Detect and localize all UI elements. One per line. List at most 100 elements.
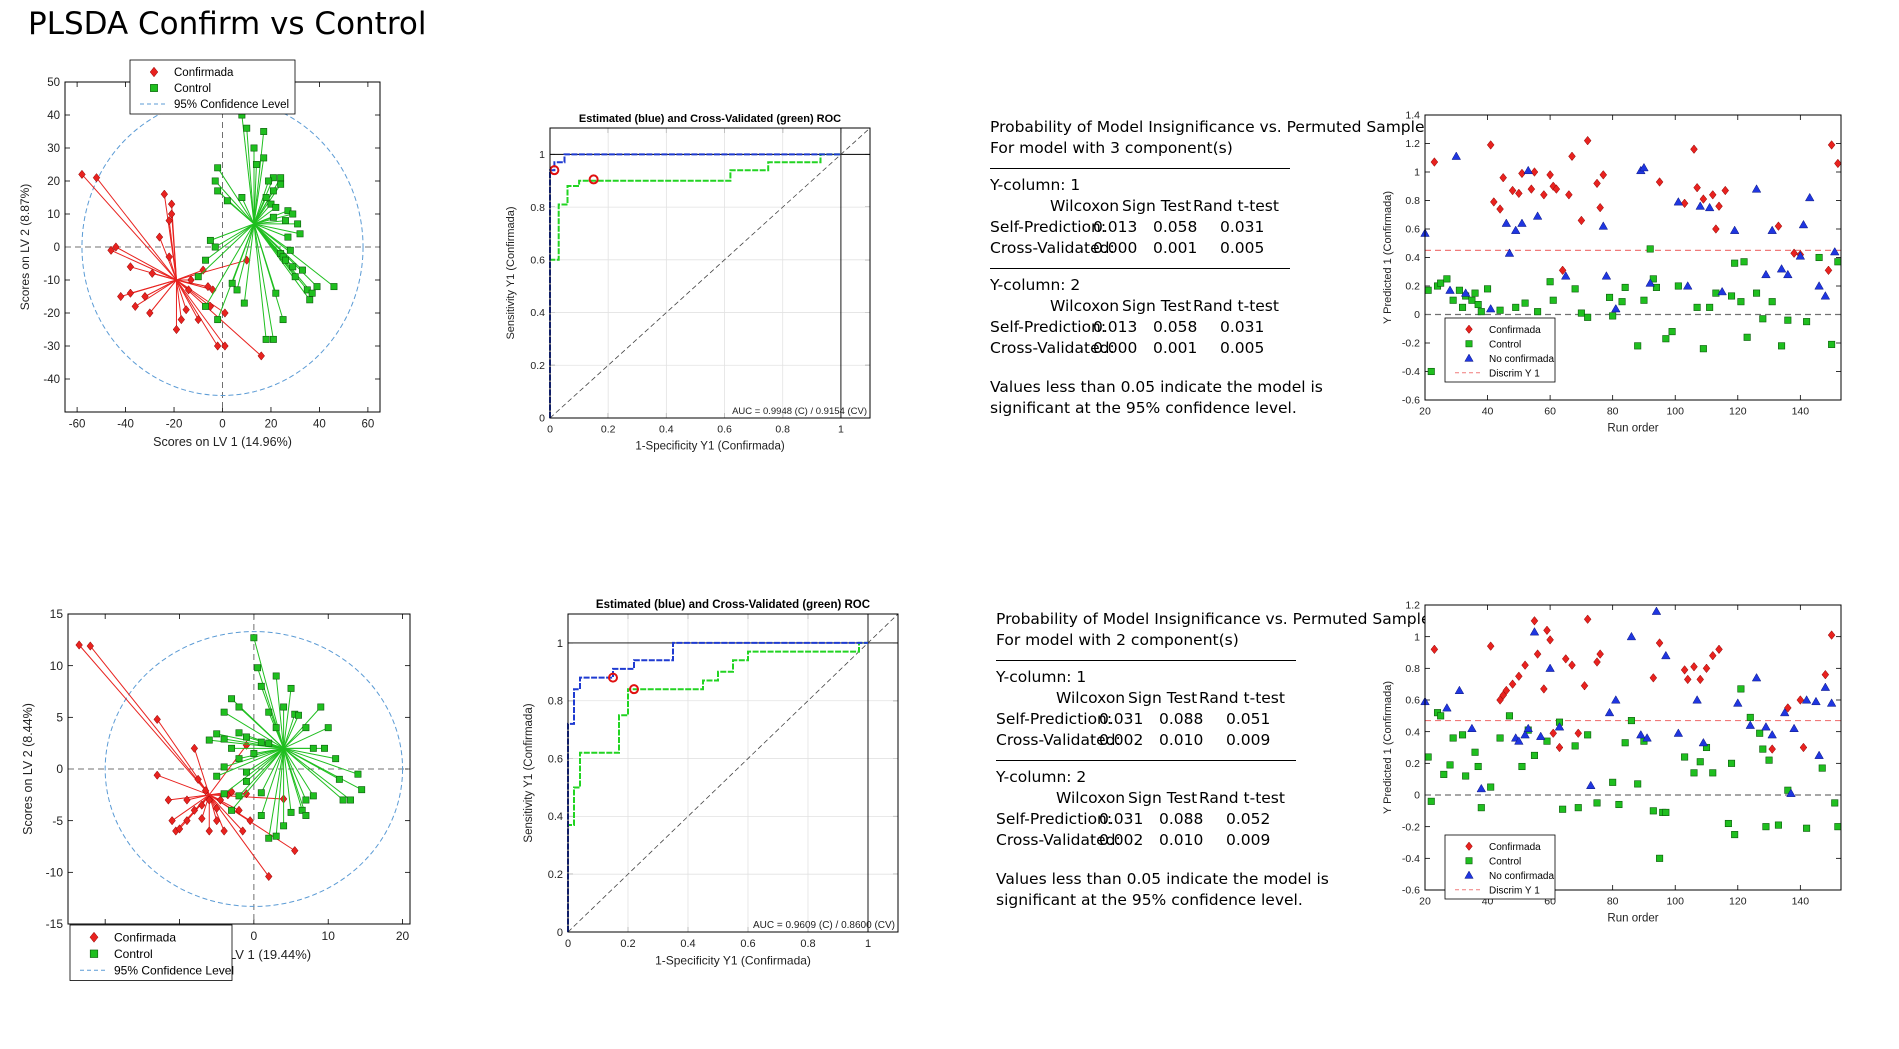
x-tick-label: 0.8 bbox=[775, 424, 790, 436]
spoke-line bbox=[253, 220, 286, 225]
data-point-control bbox=[1546, 278, 1554, 286]
data-point-no-confirmada bbox=[1454, 685, 1465, 694]
data-point-confirmada bbox=[153, 714, 161, 725]
stat-value: 0.002 bbox=[1099, 731, 1144, 749]
data-point-control bbox=[211, 243, 219, 251]
y-tick-label: 0 bbox=[1414, 309, 1420, 321]
data-point-control bbox=[265, 177, 272, 185]
spoke-line bbox=[205, 223, 255, 307]
y-tick-label: 0.6 bbox=[1405, 695, 1420, 707]
data-point-control bbox=[1609, 778, 1617, 786]
data-point-no-confirmada bbox=[1636, 730, 1646, 739]
stat-value: 0.002 bbox=[1099, 831, 1144, 849]
data-point-confirmada bbox=[1593, 657, 1601, 667]
row-label: Cross-Validated: bbox=[996, 831, 1121, 849]
data-point-confirmada bbox=[167, 199, 176, 209]
data-point-control bbox=[302, 812, 310, 819]
data-point-control bbox=[306, 296, 314, 304]
column-header: Rand t-test bbox=[1199, 689, 1285, 707]
stat-value: 0.031 bbox=[1220, 318, 1265, 336]
data-point-control bbox=[279, 316, 287, 324]
x-tick-label: 40 bbox=[1482, 896, 1494, 908]
data-point-control bbox=[1652, 283, 1660, 291]
data-point-control bbox=[1662, 335, 1670, 343]
data-point-control bbox=[240, 299, 248, 307]
data-point-confirmada bbox=[194, 314, 202, 325]
roc-title: Estimated (blue) and Cross-Validated (gr… bbox=[596, 599, 870, 611]
x-tick-label: 100 bbox=[1666, 406, 1684, 418]
data-point-confirmada bbox=[1599, 170, 1608, 180]
data-point-control bbox=[265, 834, 273, 842]
data-point-confirmada bbox=[1702, 663, 1711, 674]
plot-frame bbox=[1424, 114, 1842, 401]
y-tick-label: -10 bbox=[46, 866, 64, 880]
spoke-line bbox=[216, 733, 284, 749]
data-point-confirmada bbox=[148, 268, 156, 279]
data-point-control bbox=[1759, 315, 1767, 323]
spacer bbox=[996, 851, 1439, 869]
data-point-control bbox=[1484, 285, 1492, 293]
stat-value: 0.010 bbox=[1159, 831, 1204, 849]
x-tick-label: 80 bbox=[1607, 896, 1619, 908]
data-point-confirmada bbox=[265, 871, 273, 882]
data-point-control bbox=[272, 289, 280, 297]
data-point-confirmada bbox=[1708, 650, 1717, 661]
data-point-control bbox=[1574, 804, 1582, 812]
data-point-no-confirmada bbox=[1779, 707, 1790, 717]
legend-marker-icon bbox=[1465, 324, 1473, 334]
data-point-control bbox=[242, 768, 250, 776]
data-point-control bbox=[1737, 298, 1745, 306]
data-point-no-confirmada bbox=[1761, 269, 1771, 279]
x-tick-label: 120 bbox=[1729, 406, 1747, 418]
spoke-line bbox=[283, 688, 292, 749]
spoke-line bbox=[217, 223, 255, 320]
roc-plot-2lv: 0 0.2 0.4 0.6 0.8 1 0 0.2 0.4 0.6 0.8 1 1-Specificit… bbox=[523, 599, 899, 968]
y-tick-label: -0.6 bbox=[1402, 885, 1420, 897]
y-tick-label: -10 bbox=[43, 275, 60, 287]
data-point-control bbox=[1459, 303, 1467, 311]
data-point-control bbox=[1606, 293, 1614, 301]
data-point-control bbox=[1549, 296, 1557, 304]
data-point-control bbox=[262, 194, 270, 201]
data-point-control bbox=[1731, 259, 1739, 267]
data-point-no-confirmada bbox=[1745, 720, 1756, 729]
data-point-confirmada bbox=[78, 169, 86, 180]
data-point-control bbox=[1649, 807, 1657, 815]
legend-label: 95% Confidence Level bbox=[174, 99, 289, 111]
spoke-line bbox=[260, 748, 285, 816]
y-tick-label: 5 bbox=[56, 711, 63, 725]
legend-box bbox=[1444, 317, 1556, 383]
y-axis-label: Sensitivity Y1 (Confirmada) bbox=[523, 703, 535, 842]
data-point-control bbox=[1474, 301, 1482, 309]
data-point-confirmada bbox=[126, 288, 135, 298]
data-point-control bbox=[250, 144, 258, 152]
data-point-control bbox=[1699, 345, 1707, 353]
data-point-control bbox=[354, 770, 362, 778]
legend-label: Confirmada bbox=[114, 931, 176, 945]
data-point-control bbox=[220, 763, 228, 771]
data-point-no-confirmada bbox=[1751, 673, 1762, 682]
data-point-confirmada bbox=[1515, 188, 1523, 199]
confidence-ellipse bbox=[104, 631, 404, 907]
data-point-confirmada bbox=[1508, 679, 1517, 689]
data-point-control bbox=[1762, 823, 1770, 831]
data-point-control bbox=[238, 194, 246, 201]
data-point-confirmada bbox=[198, 800, 206, 810]
data-point-no-confirmada bbox=[1804, 192, 1815, 202]
data-point-confirmada bbox=[1690, 144, 1698, 154]
data-point-control bbox=[220, 790, 228, 798]
data-point-control bbox=[228, 695, 236, 703]
legend-label: No confirmada bbox=[1489, 354, 1554, 365]
data-point-no-confirmada bbox=[1586, 780, 1596, 789]
spoke-line bbox=[227, 200, 255, 225]
stats-heading: Probability of Model Insignificance vs. … bbox=[990, 118, 1433, 136]
spoke-line bbox=[253, 223, 274, 340]
data-point-control bbox=[1756, 729, 1764, 737]
data-point-control bbox=[260, 128, 268, 135]
data-point-confirmada bbox=[164, 795, 173, 805]
legend-label: 95% Confidence Level bbox=[114, 964, 234, 978]
spoke-line bbox=[208, 744, 247, 796]
data-point-control bbox=[269, 335, 277, 343]
data-point-confirmada bbox=[205, 826, 213, 836]
x-tick-label: 1 bbox=[838, 424, 844, 436]
